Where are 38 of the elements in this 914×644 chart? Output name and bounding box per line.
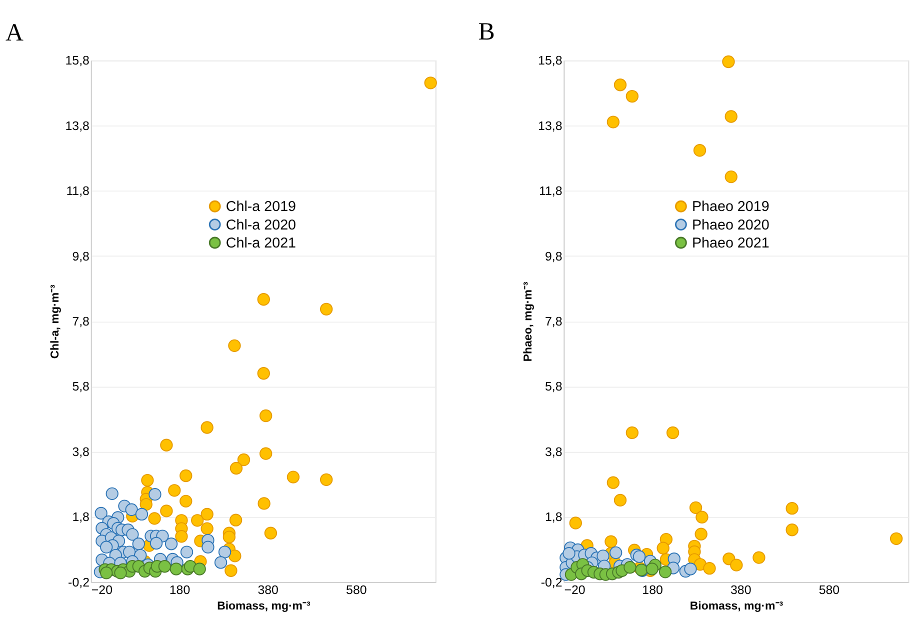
y-tick-label: 9,8 [544,249,562,264]
chart-title: B [478,18,495,46]
y-tick-label: 15,8 [538,54,562,68]
x-tick-label: −20 [564,582,586,597]
x-tick-label: 580 [346,582,367,597]
y-tick-label: 1,8 [72,510,90,524]
y-axis-title: Chl-a, mg·m⁻³ [50,284,62,359]
y-tick-label: 7,8 [72,314,90,329]
y-tick-label: 3,8 [544,444,562,459]
y-tick-label: 13,8 [538,118,562,133]
x-tick-label: 580 [818,582,840,597]
legend-label: Chl-a 2020 [226,217,296,234]
chart-title: A [5,19,24,46]
y-tick-label: -0,2 [540,575,562,590]
x-tick-label: 380 [258,582,279,597]
y-tick-label: 11,8 [538,184,562,198]
legend-label: Phaeo 2021 [692,236,770,252]
x-tick-label: 180 [169,582,190,597]
legend-label: Phaeo 2020 [692,217,770,234]
y-tick-label: 1,8 [544,510,562,524]
x-tick-label: 380 [730,582,752,597]
y-tick-label: 3,8 [72,444,90,459]
y-tick-label: 13,8 [65,118,90,133]
y-tick-label: 15,8 [65,54,90,68]
y-tick-label: 7,8 [544,314,562,329]
legend-label: Phaeo 2019 [692,199,770,216]
legend-label: Chl-a 2019 [226,199,296,216]
x-axis-title: Biomass, mg·m⁻³ [217,600,310,612]
legend-label: Chl-a 2021 [226,236,296,252]
y-tick-label: -0,2 [68,575,90,590]
y-tick-label: 5,8 [72,380,90,394]
y-tick-label: 5,8 [544,380,562,394]
y-axis-title: Phaeo, mg·m⁻³ [522,282,534,362]
x-tick-label: 180 [642,582,663,597]
x-axis-title: Biomass, mg·m⁻³ [690,600,784,612]
y-tick-label: 9,8 [72,249,90,264]
y-tick-label: 11,8 [66,184,90,198]
x-tick-label: −20 [91,582,113,597]
